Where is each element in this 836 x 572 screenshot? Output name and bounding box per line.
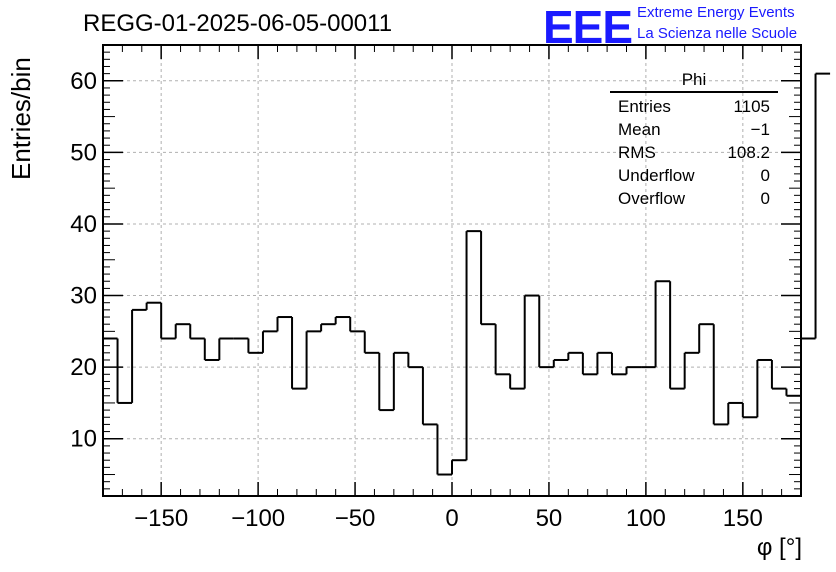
- stats-row-overflow: Overflow 0: [610, 187, 778, 210]
- stats-value: 108.2: [727, 143, 770, 162]
- y-tick-label: 60: [70, 68, 97, 95]
- stats-box: Phi Entries 1105 Mean −1 RMS 108.2 Under…: [610, 70, 778, 210]
- stats-row-mean: Mean −1: [610, 118, 778, 141]
- x-tick-label: 0: [445, 505, 458, 532]
- stats-row-rms: RMS 108.2: [610, 141, 778, 164]
- y-tick-label: 50: [70, 139, 97, 166]
- logo-line-2: La Scienza nelle Scuole: [637, 25, 798, 42]
- stats-value: −1: [750, 120, 770, 139]
- stats-title: Phi: [610, 70, 778, 93]
- stats-value: 0: [760, 166, 770, 185]
- stats-row-underflow: Underflow 0: [610, 164, 778, 187]
- eee-logo: EEE: [543, 1, 633, 53]
- x-tick-label: −150: [134, 505, 188, 532]
- stats-value: 1105: [733, 97, 770, 116]
- x-tick-label: 100: [626, 505, 666, 532]
- x-tick-label: 150: [723, 505, 763, 532]
- logo-line-1: Extreme Energy Events: [637, 4, 795, 21]
- stats-label: Overflow: [618, 189, 686, 208]
- x-tick-label: −100: [231, 505, 285, 532]
- chart-title: REGG-01-2025-06-05-00011: [83, 10, 393, 37]
- stats-label: Underflow: [618, 166, 695, 185]
- y-tick-label: 30: [70, 283, 97, 310]
- stats-row-entries: Entries 1105: [610, 95, 778, 118]
- stats-label: RMS: [618, 143, 656, 162]
- x-tick-label: −50: [335, 505, 376, 532]
- x-tick-label: 50: [536, 505, 563, 532]
- y-tick-label: 10: [70, 426, 97, 453]
- y-tick-label: 20: [70, 354, 97, 381]
- y-tick-label: 40: [70, 211, 97, 238]
- stats-label: Entries: [618, 97, 671, 116]
- x-axis-label: φ [°]: [756, 534, 802, 561]
- y-axis-label: Entries/bin: [6, 57, 36, 180]
- stats-value: 0: [760, 189, 770, 208]
- stats-label: Mean: [618, 120, 661, 139]
